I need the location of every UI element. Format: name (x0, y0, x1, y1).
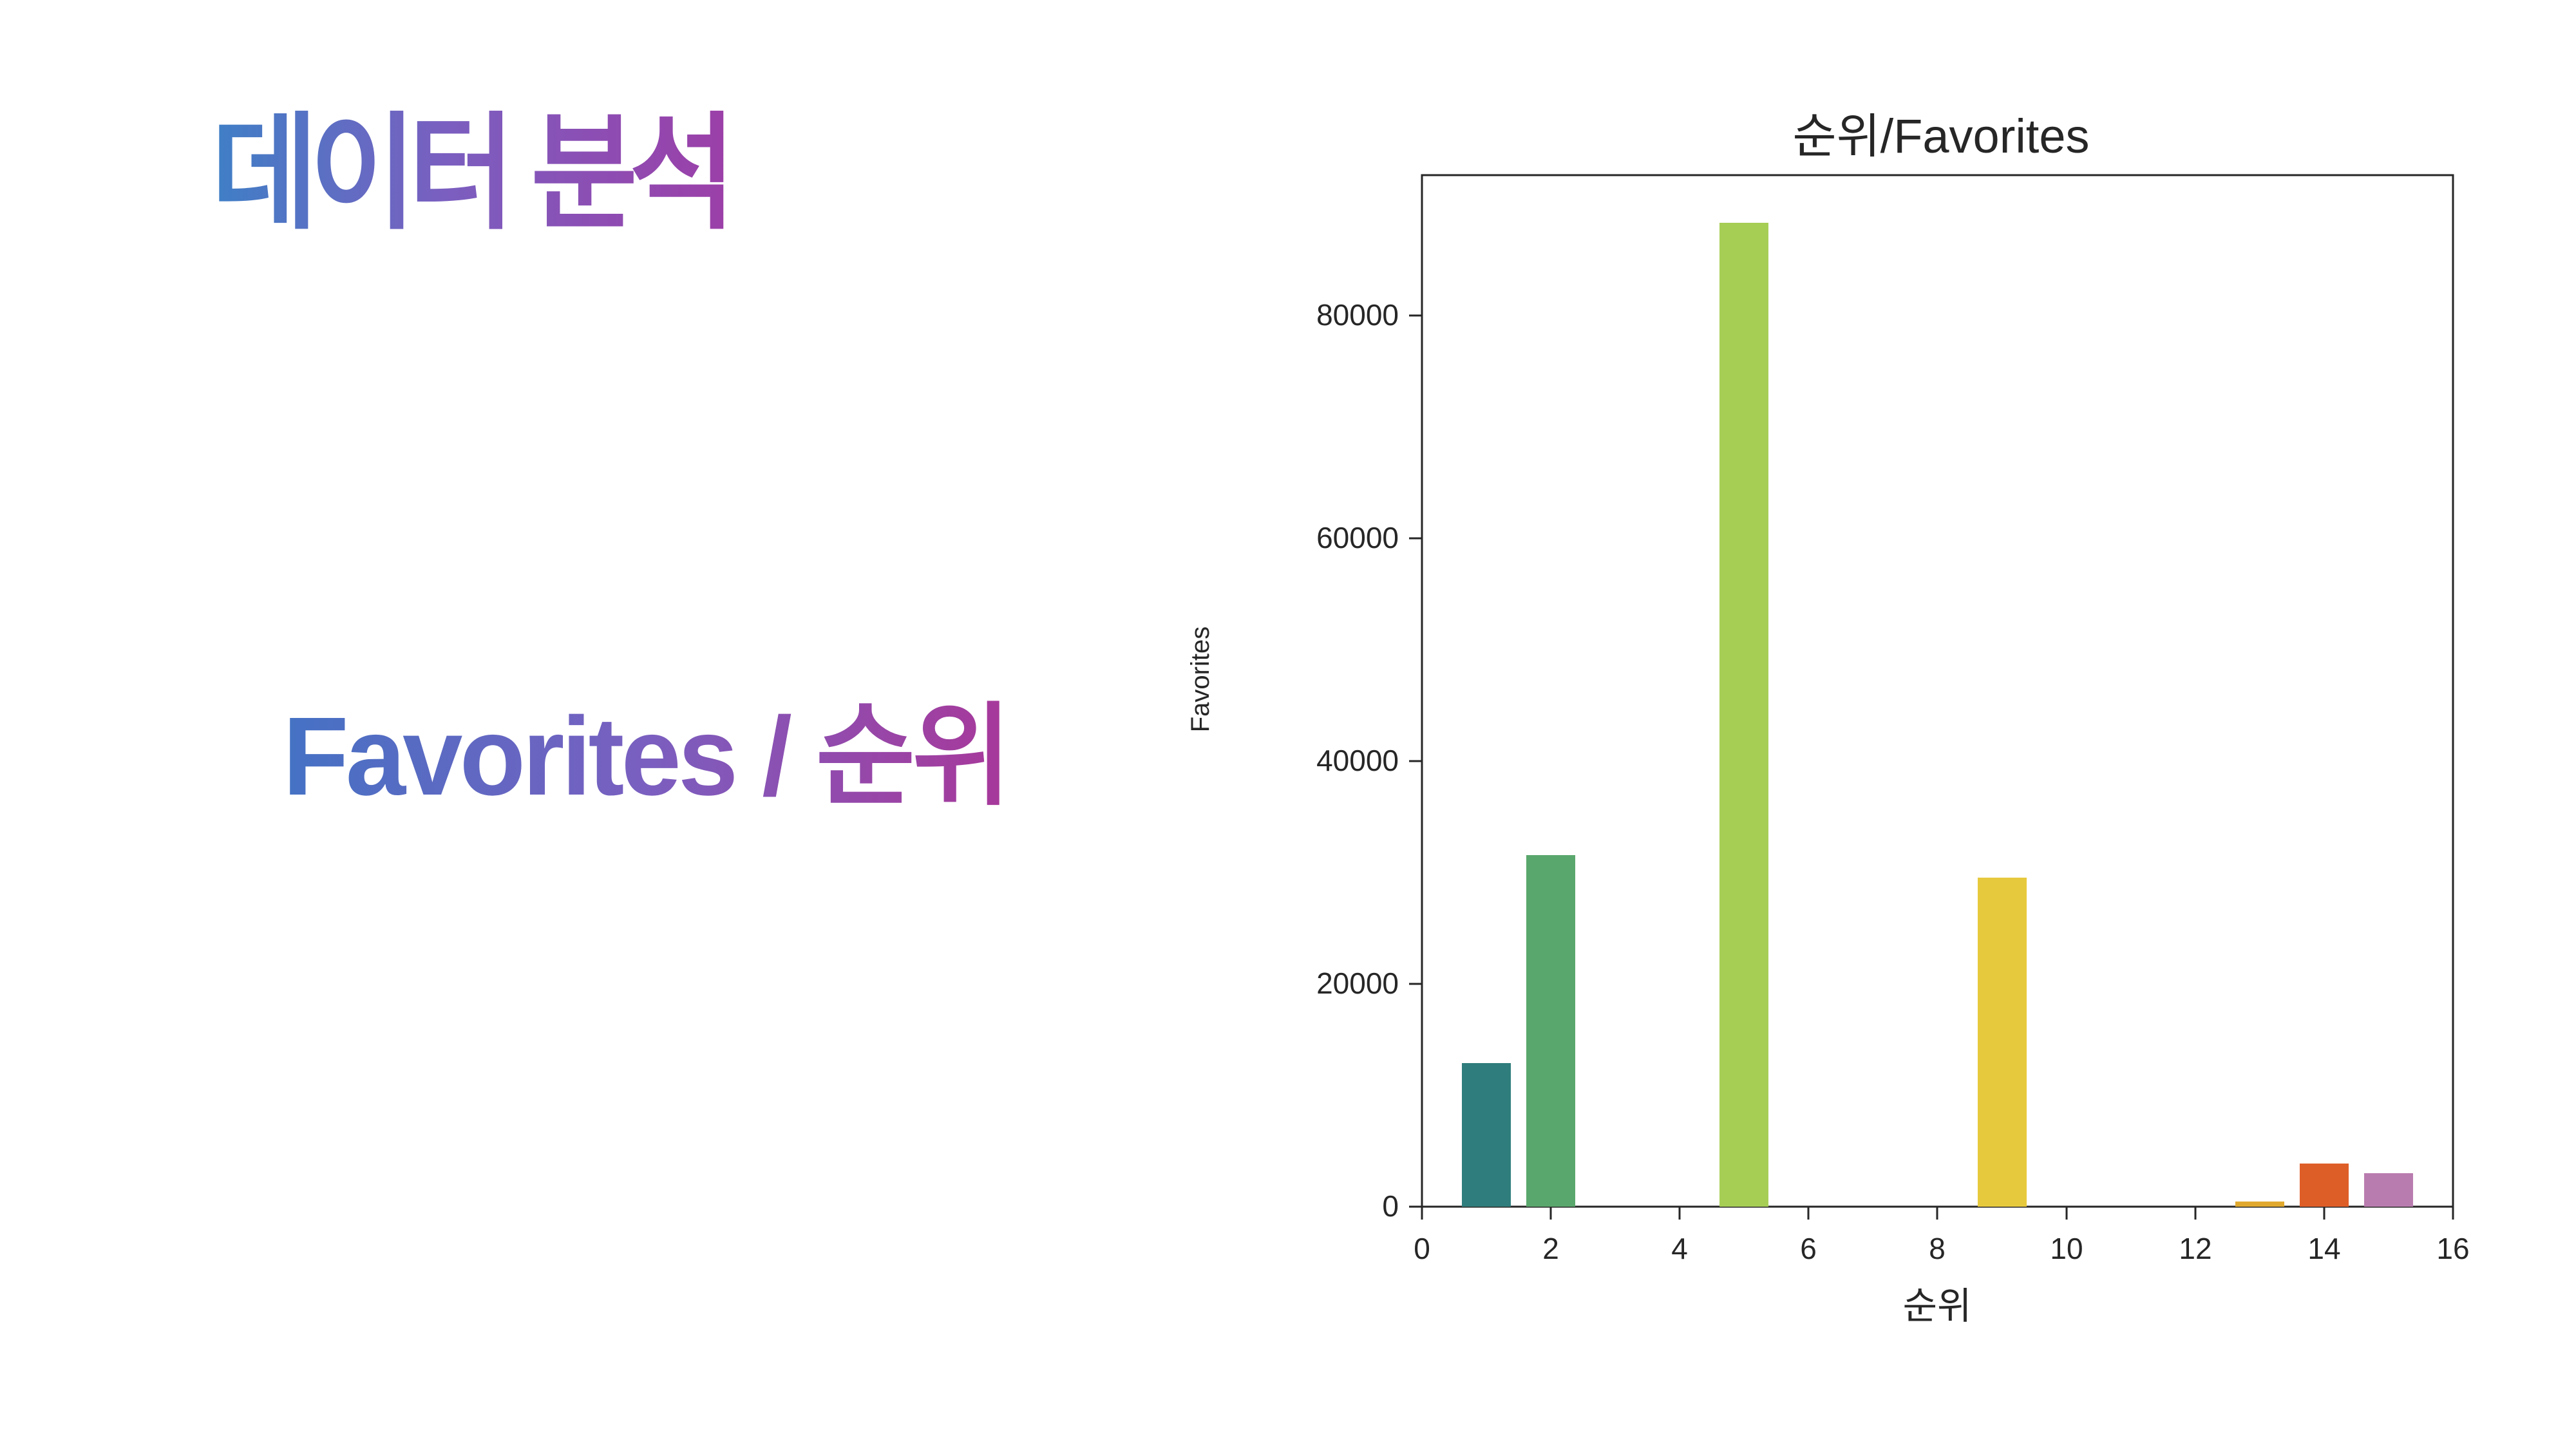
svg-text:12: 12 (2179, 1232, 2211, 1265)
svg-text:8: 8 (1929, 1232, 1946, 1265)
svg-text:0: 0 (1414, 1232, 1430, 1265)
svg-text:40000: 40000 (1316, 744, 1399, 777)
svg-text:10: 10 (2050, 1232, 2083, 1265)
svg-text:Favorites: Favorites (1186, 627, 1215, 733)
svg-text:순위: 순위 (1903, 1285, 1972, 1327)
svg-text:16: 16 (2436, 1232, 2469, 1265)
svg-text:4: 4 (1671, 1232, 1688, 1265)
svg-text:14: 14 (2307, 1232, 2340, 1265)
svg-text:6: 6 (1800, 1232, 1817, 1265)
svg-text:순위/Favorites: 순위/Favorites (1792, 109, 2089, 163)
svg-text:20000: 20000 (1316, 966, 1399, 1000)
svg-text:2: 2 (1542, 1232, 1559, 1265)
svg-text:60000: 60000 (1316, 521, 1399, 554)
svg-text:0: 0 (1382, 1189, 1399, 1223)
svg-text:80000: 80000 (1316, 298, 1399, 332)
